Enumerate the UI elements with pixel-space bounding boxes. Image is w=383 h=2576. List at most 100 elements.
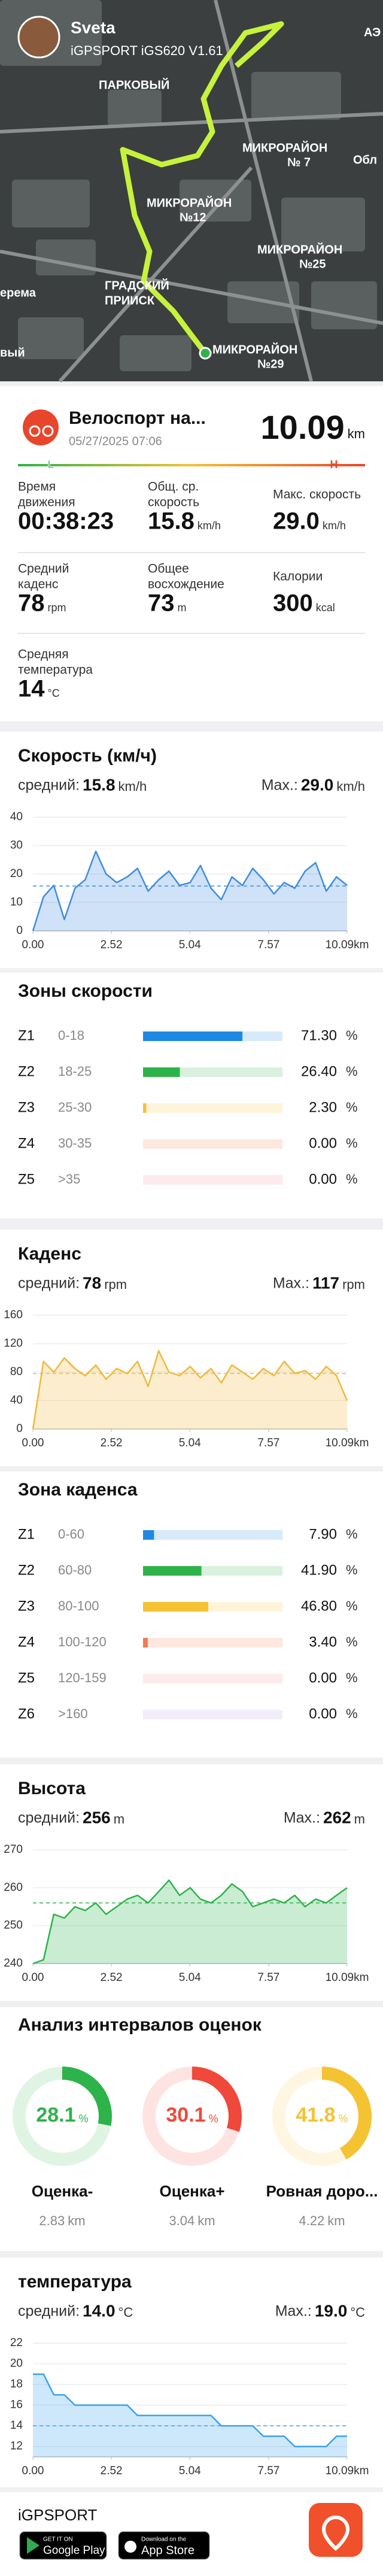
ring-arc bbox=[142, 2067, 242, 2166]
zone-range: 80-100 bbox=[58, 1598, 99, 1613]
zone-range: 25-30 bbox=[58, 1100, 92, 1115]
zone-value: 0.00 bbox=[309, 1670, 337, 1686]
stat-label: каденс bbox=[18, 578, 58, 591]
zone-name: Z4 bbox=[18, 1135, 35, 1151]
average-unit: °C bbox=[118, 2305, 133, 2320]
map-block bbox=[120, 335, 192, 371]
card bbox=[0, 973, 383, 1218]
map-label: МИКРОРАЙОН bbox=[212, 342, 297, 356]
area bbox=[33, 851, 347, 931]
interval-label: Оценка+ bbox=[159, 2182, 224, 2200]
map-label: МИКРОРАЙОН bbox=[147, 195, 232, 210]
ring-arc bbox=[272, 2067, 372, 2166]
y-tick-label: 260 bbox=[4, 1881, 23, 1894]
app-store-badge[interactable] bbox=[118, 2531, 210, 2560]
x-tick-label: 2.52 bbox=[101, 939, 123, 951]
zone-value: 46.80 bbox=[301, 1598, 337, 1614]
sport-icon-wheel bbox=[42, 425, 54, 437]
stat-label: Общее bbox=[148, 562, 189, 576]
google-play-icon bbox=[27, 2537, 39, 2554]
x-tick-label: 7.57 bbox=[257, 1437, 279, 1449]
average-unit: km/h bbox=[118, 779, 147, 794]
badge-small-text: Download on the bbox=[141, 2536, 186, 2543]
intervals-title: Анализ интервалов оценок bbox=[18, 2015, 262, 2035]
area bbox=[33, 1351, 347, 1429]
y-tick-label: 40 bbox=[10, 1394, 23, 1407]
line bbox=[32, 1879, 348, 1965]
zone-range: 100-120 bbox=[58, 1634, 107, 1649]
interval-unit: km bbox=[68, 2213, 85, 2228]
x-tick-label: 0.00 bbox=[22, 939, 44, 951]
zone-name: Z2 bbox=[18, 1063, 35, 1079]
average-label: средний: bbox=[18, 2303, 80, 2320]
zone-name: Z1 bbox=[18, 1027, 35, 1043]
zone-track bbox=[143, 1674, 282, 1683]
zone-range: 60-80 bbox=[58, 1562, 92, 1577]
average-value: 14.0 bbox=[83, 2301, 115, 2320]
zone-unit: % bbox=[346, 1706, 358, 1721]
card bbox=[0, 732, 383, 968]
zone-value: 7.90 bbox=[309, 1526, 337, 1542]
average-label: средний: bbox=[18, 777, 80, 794]
ring-value: 41.8 bbox=[296, 2104, 335, 2126]
google-play-badge[interactable] bbox=[19, 2531, 107, 2560]
x-tick-label: 5.04 bbox=[179, 1437, 201, 1449]
stat-label: скорость bbox=[148, 496, 199, 509]
ring-arc bbox=[13, 2067, 112, 2166]
max-unit: rpm bbox=[342, 1277, 365, 1292]
map-label: №29 bbox=[257, 357, 284, 371]
chart-title: Скорость (км/ч) bbox=[18, 746, 157, 766]
zone-value: 0.00 bbox=[309, 1135, 337, 1151]
interval-unit: km bbox=[197, 2213, 215, 2228]
card bbox=[0, 1471, 383, 1758]
map-block bbox=[36, 239, 96, 275]
y-tick-label: 10 bbox=[10, 896, 23, 909]
map-label: ПАРКОВЫЙ bbox=[99, 77, 169, 92]
zone-bar bbox=[143, 1638, 148, 1647]
zone-name: Z3 bbox=[18, 1099, 35, 1115]
x-tick-label: 0.00 bbox=[22, 1971, 44, 1984]
stat-value: 29.0 bbox=[273, 508, 320, 535]
average-unit: rpm bbox=[104, 1277, 127, 1292]
zone-name: Z5 bbox=[18, 1171, 35, 1187]
app-icon[interactable] bbox=[309, 2503, 363, 2557]
zone-bar bbox=[143, 1103, 147, 1113]
zone-name: Z4 bbox=[18, 1634, 35, 1650]
stat-unit: kcal bbox=[316, 602, 335, 614]
stat-value: 78 bbox=[18, 590, 45, 617]
y-tick-label: 20 bbox=[10, 2357, 23, 2370]
max-label: Max.: bbox=[273, 1275, 309, 1292]
zone-range: 30-35 bbox=[58, 1136, 92, 1151]
stat-value: 15.8 bbox=[148, 508, 194, 535]
card bbox=[0, 2007, 383, 2251]
zone-name: Z1 bbox=[18, 1526, 35, 1542]
map-label: вый bbox=[0, 346, 25, 359]
stat-label: Время bbox=[18, 480, 56, 494]
stat-label: Калории bbox=[273, 570, 323, 584]
stat-value: 73 bbox=[148, 590, 175, 617]
average-label: средний: bbox=[18, 1810, 80, 1826]
average-value: 256 bbox=[83, 1808, 111, 1826]
max-label: Max.: bbox=[275, 2303, 312, 2320]
map-road bbox=[0, 112, 383, 133]
zone-unit: % bbox=[346, 1670, 358, 1685]
x-tick-label: 10.09km bbox=[326, 2465, 369, 2477]
zone-range: 120-159 bbox=[58, 1670, 107, 1685]
max-value: 19.0 bbox=[315, 2301, 348, 2320]
zone-unit: % bbox=[346, 1527, 358, 1542]
y-tick-label: 0 bbox=[16, 1422, 23, 1435]
y-tick-label: 160 bbox=[4, 1309, 23, 1321]
stat-unit: rpm bbox=[48, 602, 66, 614]
interval-distance: 2.83 bbox=[39, 2213, 65, 2228]
zone-name: Z2 bbox=[18, 1562, 35, 1578]
distance: 10.09 bbox=[261, 408, 345, 446]
badge-small-text: GET IT ON bbox=[43, 2536, 73, 2543]
map-label: Обл bbox=[353, 153, 377, 166]
sport-icon bbox=[23, 409, 59, 445]
device-name: iGPSPORT iGS620 V1.61 bbox=[71, 43, 223, 58]
x-tick-label: 2.52 bbox=[101, 1971, 123, 1984]
stat-unit: km/h bbox=[323, 520, 346, 532]
zone-unit: % bbox=[346, 1064, 358, 1079]
